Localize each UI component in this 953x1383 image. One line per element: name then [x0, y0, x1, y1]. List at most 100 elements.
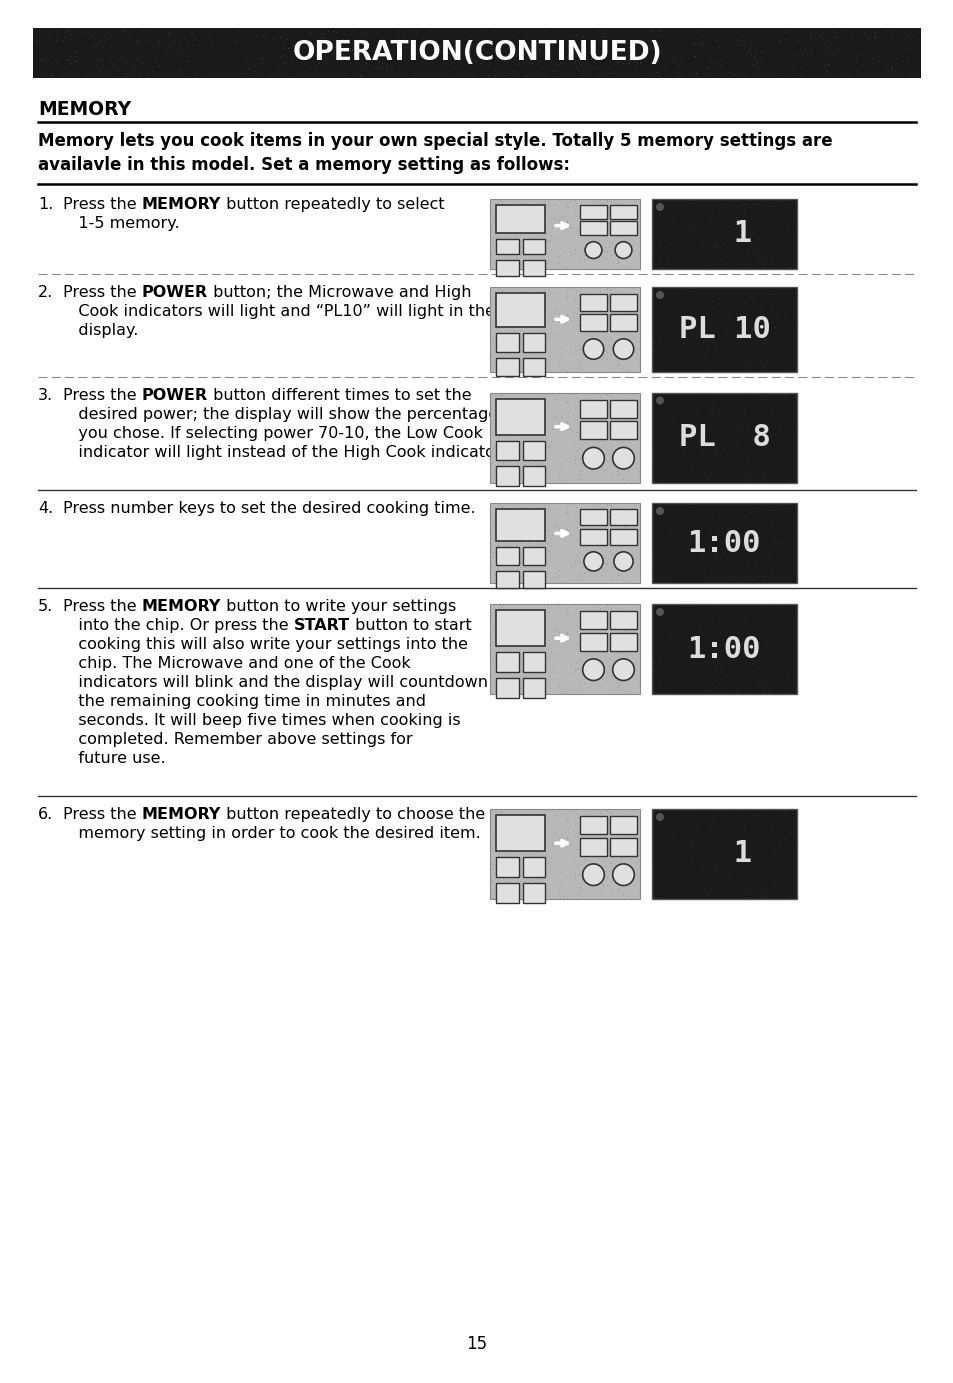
Point	[588, 426, 603, 448]
Point	[610, 534, 625, 556]
Point	[621, 664, 637, 686]
Point	[438, 47, 454, 69]
Text: 3.: 3.	[38, 389, 53, 402]
Point	[613, 336, 628, 358]
Point	[279, 29, 294, 51]
Point	[558, 501, 573, 523]
Point	[895, 50, 910, 72]
Point	[509, 559, 524, 581]
Point	[771, 656, 786, 678]
Point	[730, 827, 745, 849]
Point	[771, 841, 786, 863]
Point	[548, 192, 563, 214]
Point	[764, 614, 780, 636]
Point	[655, 570, 670, 592]
Point	[686, 462, 701, 484]
Point	[563, 467, 578, 490]
Point	[541, 646, 557, 668]
Point	[576, 561, 591, 584]
Point	[620, 53, 636, 75]
Point	[528, 282, 543, 304]
Point	[706, 296, 721, 318]
Point	[665, 51, 680, 73]
Point	[566, 286, 581, 308]
Point	[848, 19, 863, 41]
Point	[578, 50, 593, 72]
Point	[775, 343, 790, 365]
Point	[858, 59, 873, 82]
Point	[780, 235, 795, 257]
Point	[683, 555, 699, 577]
Point	[755, 253, 770, 275]
Point	[611, 674, 626, 696]
Point	[590, 642, 605, 664]
Point	[593, 236, 608, 259]
Point	[539, 436, 555, 458]
Point	[622, 510, 638, 532]
Point	[496, 614, 511, 636]
Point	[652, 295, 667, 317]
Point	[528, 198, 543, 220]
Point	[605, 610, 620, 632]
Point	[605, 217, 620, 239]
Point	[696, 556, 711, 578]
Point	[669, 508, 684, 530]
Point	[337, 64, 353, 86]
Point	[767, 344, 782, 366]
Point	[528, 394, 543, 416]
Point	[509, 611, 524, 633]
Point	[722, 391, 738, 414]
Bar	[496, 815, 545, 851]
Point	[700, 238, 715, 260]
Point	[749, 827, 764, 849]
Bar	[496, 651, 518, 672]
Point	[598, 21, 613, 43]
Point	[191, 46, 206, 68]
Point	[621, 242, 637, 264]
Point	[491, 317, 506, 339]
Point	[537, 223, 553, 245]
Point	[541, 851, 557, 873]
Point	[487, 620, 502, 642]
Point	[690, 199, 705, 221]
Point	[755, 358, 770, 380]
Point	[500, 534, 516, 556]
Point	[465, 50, 480, 72]
Point	[679, 867, 695, 889]
Point	[718, 296, 733, 318]
Point	[662, 676, 678, 698]
Point	[754, 463, 769, 485]
Point	[703, 506, 719, 528]
Point	[743, 805, 759, 827]
Point	[561, 189, 577, 212]
Point	[539, 499, 555, 521]
Point	[535, 651, 550, 674]
Point	[536, 21, 551, 43]
Point	[541, 830, 557, 852]
Point	[595, 54, 610, 76]
Point	[616, 243, 631, 266]
Point	[574, 358, 589, 380]
Point	[705, 355, 720, 378]
Point	[578, 660, 593, 682]
Point	[594, 873, 609, 895]
Point	[462, 36, 477, 58]
Point	[716, 438, 731, 461]
Point	[605, 462, 620, 484]
Point	[740, 351, 755, 373]
Point	[617, 502, 632, 524]
Point	[493, 653, 508, 675]
Point	[541, 828, 557, 851]
Point	[753, 671, 768, 693]
Circle shape	[656, 508, 663, 514]
Point	[592, 597, 607, 620]
Point	[598, 383, 614, 405]
Point	[269, 55, 284, 77]
Point	[679, 44, 694, 66]
Point	[539, 278, 555, 300]
Point	[500, 640, 516, 662]
Point	[648, 24, 663, 46]
Point	[501, 387, 517, 409]
Point	[610, 640, 625, 662]
Point	[500, 225, 516, 248]
